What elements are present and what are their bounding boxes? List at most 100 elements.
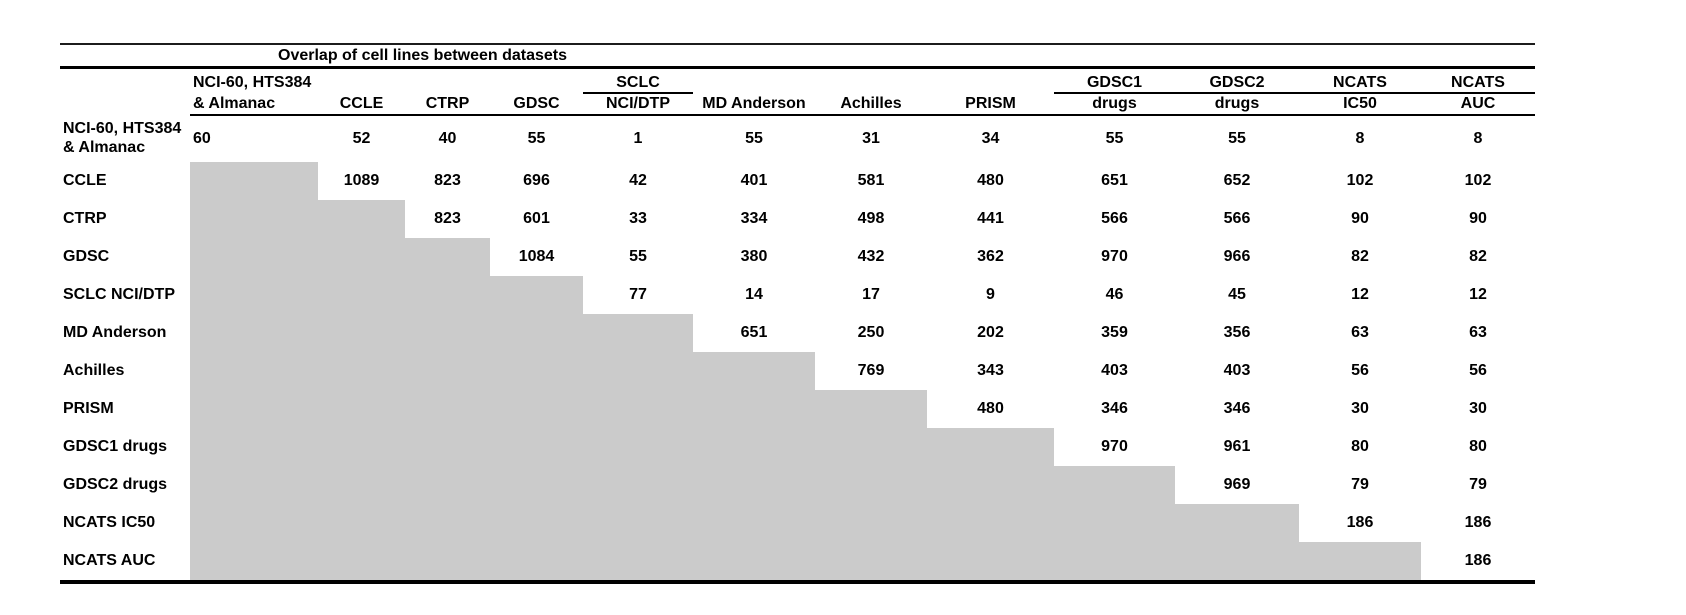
- shaded-cell: [318, 314, 405, 352]
- shaded-cell: [405, 314, 490, 352]
- column-header: GDSC: [490, 94, 583, 116]
- shaded-cell: [405, 238, 490, 276]
- shaded-cell: [190, 390, 318, 428]
- shaded-cell: [190, 542, 318, 580]
- value-cell: 14: [745, 286, 763, 303]
- column-header: drugs: [1054, 94, 1175, 116]
- value-cell: 102: [1464, 172, 1492, 189]
- shaded-cell: [490, 504, 583, 542]
- shaded-cell: [815, 428, 927, 466]
- column-header: CCLE: [318, 94, 405, 116]
- value-cell: 77: [629, 286, 647, 303]
- value-cell: 42: [629, 172, 647, 189]
- value-cell: 102: [1346, 172, 1374, 189]
- value-cell: 12: [1469, 286, 1487, 303]
- shaded-cell: [318, 352, 405, 390]
- value-cell: 823: [434, 210, 461, 227]
- value-cell: 651: [1101, 172, 1128, 189]
- column-group-header: [318, 69, 405, 94]
- shaded-cell: [927, 504, 1054, 542]
- shaded-cell: [405, 542, 490, 580]
- shaded-cell: [318, 504, 405, 542]
- value-cell: 566: [1223, 210, 1251, 227]
- column-header: IC50: [1299, 94, 1421, 116]
- value-cell: 566: [1101, 210, 1128, 227]
- shaded-cell: [927, 466, 1054, 504]
- shaded-cell: [190, 238, 318, 276]
- column-group-header: NCI-60, HTS384: [193, 74, 312, 92]
- value-cell: 401: [740, 172, 768, 189]
- value-cell: 380: [740, 248, 768, 265]
- shaded-cell: [190, 504, 318, 542]
- shaded-cell: [190, 428, 318, 466]
- shaded-cell: [405, 466, 490, 504]
- value-cell: 12: [1351, 286, 1369, 303]
- value-cell: 403: [1101, 362, 1128, 379]
- value-cell: 63: [1351, 324, 1369, 341]
- value-cell: 56: [1351, 362, 1369, 379]
- shaded-cell: [693, 466, 815, 504]
- shaded-cell: [693, 428, 815, 466]
- value-cell: 34: [981, 130, 1000, 147]
- shaded-cell: [693, 352, 815, 390]
- value-cell: 696: [523, 172, 550, 189]
- column-group-header: NCATS: [1421, 69, 1535, 94]
- row-label: NCATS AUC: [63, 551, 156, 569]
- column-header: CTRP: [405, 94, 490, 116]
- value-cell: 652: [1223, 172, 1251, 189]
- value-cell: 52: [352, 130, 371, 147]
- shaded-cell: [405, 352, 490, 390]
- value-cell: 601: [523, 210, 550, 227]
- shaded-cell: [693, 504, 815, 542]
- column-group-header: GDSC1: [1054, 69, 1175, 94]
- column-header: MD Anderson: [693, 94, 815, 116]
- value-cell: 202: [977, 324, 1004, 341]
- value-cell: 403: [1223, 362, 1251, 379]
- shaded-cell: [1054, 466, 1175, 504]
- row-label: NCATS IC50: [63, 513, 156, 531]
- shaded-cell: [190, 276, 318, 314]
- value-cell: 186: [1464, 514, 1492, 531]
- value-cell: 33: [629, 210, 647, 227]
- column-group-header: NCATS: [1299, 69, 1421, 94]
- shaded-cell: [815, 390, 927, 428]
- value-cell: 186: [1464, 552, 1492, 569]
- shaded-cell: [693, 542, 815, 580]
- shaded-cell: [490, 466, 583, 504]
- row-label: CCLE: [63, 171, 107, 189]
- value-cell: 343: [977, 362, 1004, 379]
- value-cell: 30: [1351, 400, 1369, 417]
- value-cell: 31: [862, 130, 880, 147]
- column-group-header: [815, 69, 927, 94]
- shaded-cell: [583, 390, 693, 428]
- value-cell: 346: [1101, 400, 1128, 417]
- value-cell: 356: [1223, 324, 1251, 341]
- shaded-cell: [815, 542, 927, 580]
- shaded-cell: [490, 276, 583, 314]
- shaded-cell: [318, 542, 405, 580]
- column-header: drugs: [1175, 94, 1299, 116]
- header-spacer: [60, 94, 190, 116]
- row-label: CTRP: [63, 209, 107, 227]
- column-group-header: [490, 69, 583, 94]
- shaded-cell: [583, 504, 693, 542]
- row-label: GDSC1 drugs: [63, 437, 168, 455]
- row-label: PRISM: [63, 399, 114, 417]
- value-cell: 480: [977, 172, 1004, 189]
- shaded-cell: [190, 162, 318, 200]
- shaded-cell: [318, 276, 405, 314]
- row-label: GDSC: [63, 247, 110, 265]
- column-group-header: [927, 69, 1054, 94]
- value-cell: 8: [1473, 130, 1483, 147]
- value-cell: 55: [1228, 130, 1246, 147]
- shaded-cell: [1299, 542, 1421, 580]
- shaded-cell: [405, 504, 490, 542]
- value-cell: 1: [633, 130, 643, 147]
- header-spacer: [60, 69, 190, 94]
- shaded-cell: [693, 390, 815, 428]
- overlap-table: Overlap of cell lines between datasets N…: [60, 43, 1535, 584]
- value-cell: 82: [1351, 248, 1369, 265]
- row-label: MD Anderson: [63, 323, 167, 341]
- row-label: GDSC2 drugs: [63, 475, 168, 493]
- row-label: Achilles: [63, 361, 125, 379]
